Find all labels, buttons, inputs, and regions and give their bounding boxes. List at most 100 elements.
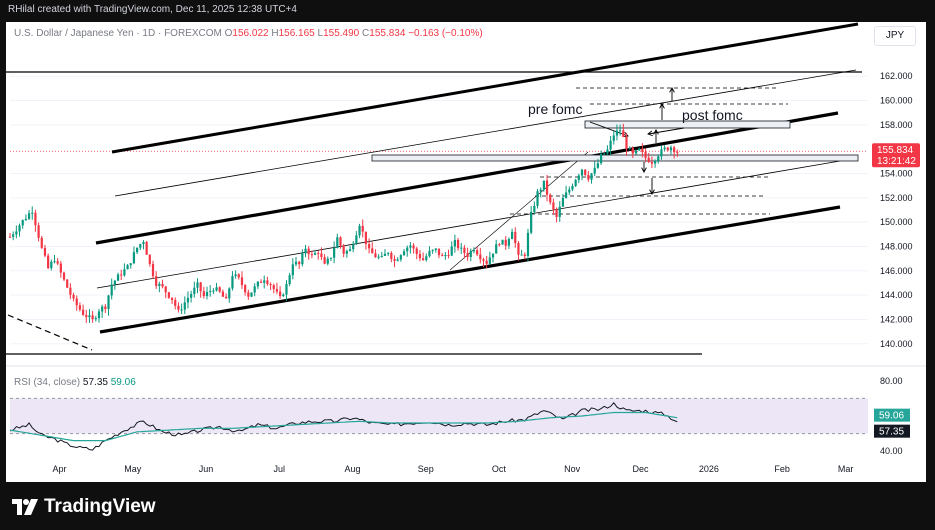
x-tick-label: Jun	[199, 464, 214, 474]
candle-body	[441, 255, 444, 257]
channel-lower-bold	[99, 205, 841, 334]
candle-body	[418, 253, 422, 259]
candle-body	[641, 148, 644, 152]
candle-body	[212, 290, 215, 292]
candle-body	[456, 239, 460, 249]
candle-body	[196, 282, 199, 288]
candle-body	[304, 248, 307, 254]
candle-body	[571, 185, 574, 190]
price-tags: 155.834 13:21:42 59.06 57.35	[872, 143, 920, 438]
candle-body	[62, 272, 66, 280]
candle-body	[282, 294, 285, 297]
candle-body	[412, 245, 415, 249]
candle-body	[437, 248, 441, 256]
candle-body	[615, 130, 619, 136]
candle-body	[190, 294, 193, 298]
candle-body	[666, 147, 669, 151]
symbol-name[interactable]: U.S. Dollar / Japanese Yen · 1D · FOREXC…	[14, 28, 222, 39]
x-tick-label: Feb	[774, 464, 790, 474]
candle-body	[81, 309, 85, 315]
candle-body	[202, 291, 205, 297]
candle-body	[12, 234, 15, 237]
x-tick-label: Sep	[418, 464, 434, 474]
x-tick-label: Oct	[492, 464, 507, 474]
candle-body	[390, 252, 393, 259]
post-fomc-pointer-head	[647, 130, 653, 137]
candle-body	[510, 231, 514, 240]
candle-body	[69, 287, 72, 295]
candle-body	[288, 275, 291, 285]
y-tick-label: 146.000	[880, 266, 913, 276]
x-tick-label: Apr	[53, 464, 67, 474]
candle-body	[88, 315, 91, 318]
candle-body	[66, 279, 69, 288]
close-label: C	[362, 28, 370, 39]
candle-body	[345, 250, 348, 254]
candle-body	[215, 287, 218, 291]
candle-body	[545, 180, 549, 195]
tradingview-logo-icon	[12, 499, 38, 515]
candle-body	[132, 252, 136, 264]
candle-body	[123, 269, 126, 276]
candle-body	[644, 151, 647, 158]
candle-body	[536, 191, 539, 206]
y-tick-label: 154.000	[880, 169, 913, 179]
candle-body	[361, 225, 364, 232]
open-value: 156.022	[232, 28, 269, 39]
x-tick-label: Nov	[564, 464, 581, 474]
candle-body	[463, 247, 466, 254]
candle-body	[561, 197, 565, 207]
candle-body	[126, 265, 129, 270]
candle-body	[596, 163, 600, 168]
candle-body	[256, 281, 259, 287]
up-target-arrow-head	[669, 87, 675, 93]
candle-body	[491, 253, 495, 258]
y-tick-label: 150.000	[880, 217, 913, 227]
dashed-trend	[7, 314, 93, 351]
candle-body	[247, 292, 250, 297]
candle-body	[24, 218, 28, 220]
candle-body	[650, 161, 654, 164]
candle-body	[148, 254, 151, 264]
close-value: 155.834	[369, 28, 406, 39]
candle-body	[628, 148, 631, 150]
x-tick-label: Dec	[633, 464, 650, 474]
x-tick-label: Aug	[344, 464, 360, 474]
candle-body	[174, 299, 177, 306]
x-tick-label: 2026	[699, 464, 719, 474]
high-value: 156.165	[278, 28, 315, 39]
tradingview-logo[interactable]: TradingView	[12, 496, 156, 518]
candle-body	[250, 292, 253, 297]
candle-body	[158, 283, 161, 286]
price-tag-bg	[872, 143, 920, 168]
resistance-box	[584, 120, 791, 129]
candle-body	[294, 261, 298, 265]
trend-drawings	[6, 22, 862, 355]
y-tick-label: 140.000	[880, 339, 913, 349]
candle-body	[523, 254, 526, 257]
candle-body	[460, 247, 463, 249]
candle-body	[263, 280, 266, 283]
rsi-ma-value: 59.06	[110, 377, 136, 388]
candle-body	[259, 281, 263, 283]
y-tick-label: 144.000	[880, 290, 913, 300]
candle-body	[415, 248, 418, 254]
rsi-label[interactable]: RSI (34, close)	[14, 377, 81, 388]
candle-body	[145, 242, 148, 255]
candle-body	[285, 284, 288, 295]
currency-button[interactable]: JPY	[874, 26, 916, 46]
candle-body	[406, 247, 409, 252]
candle-body	[228, 288, 231, 299]
candle-body	[606, 149, 609, 154]
candle-body	[469, 250, 472, 257]
candle-body	[75, 298, 78, 306]
candle-body	[193, 287, 196, 295]
x-tick-label: Mar	[838, 464, 854, 474]
candle-body	[428, 250, 431, 257]
candle-body	[367, 244, 371, 249]
candle-body	[120, 274, 123, 276]
candle-body	[660, 149, 663, 157]
y-tick-label: 148.000	[880, 241, 913, 251]
candle-body	[622, 130, 625, 138]
